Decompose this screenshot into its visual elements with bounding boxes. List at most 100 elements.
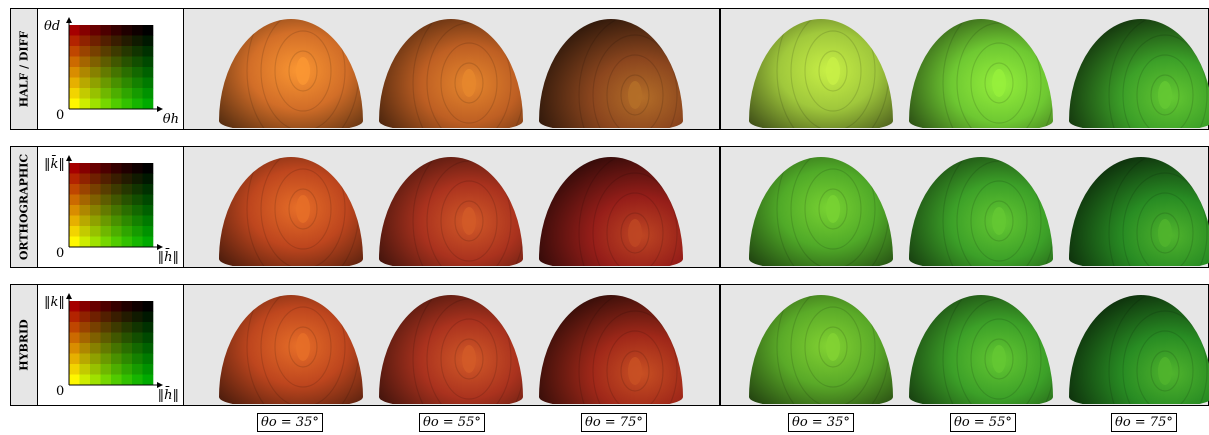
hemisphere-render	[906, 147, 1056, 267]
hemisphere-dome	[909, 157, 1053, 266]
legend-y-axis-label: ‖k‖	[44, 295, 65, 310]
legend-cell	[100, 35, 112, 47]
legend-cell	[90, 56, 101, 68]
legend-cell	[121, 46, 133, 57]
panel-row: HALF / DIFF θd θh 0	[10, 8, 1209, 130]
row-label-text: HALF / DIFF	[17, 30, 31, 108]
axis-arrow-icon	[157, 244, 163, 250]
legend-cell	[79, 374, 91, 386]
legend-cell	[132, 364, 143, 375]
legend-cell	[132, 215, 143, 227]
legend-cell	[90, 226, 101, 237]
legend-cell	[132, 163, 143, 174]
legend-cell	[142, 67, 154, 78]
legend-cell	[111, 353, 122, 365]
legend-cell	[90, 311, 101, 323]
specular-highlight	[992, 207, 1006, 235]
hemisphere-dome	[749, 295, 893, 404]
legend-cell	[132, 236, 143, 248]
legend-cell	[132, 77, 143, 89]
legend-cell	[90, 194, 101, 206]
legend-cell	[79, 236, 91, 248]
legend-cell	[132, 343, 143, 354]
legend-cell	[111, 215, 122, 227]
legend-cell	[69, 236, 80, 248]
legend-cell	[142, 163, 154, 174]
legend-cell	[142, 343, 154, 354]
specular-highlight	[826, 195, 840, 223]
legend-cell	[69, 35, 80, 47]
specular-highlight	[296, 195, 310, 223]
legend-cell	[90, 353, 101, 365]
legend-cell	[79, 67, 91, 78]
panel-row: ORTHOGRAPHIC ‖k̄‖ ‖h̄‖ 0	[10, 146, 1209, 268]
legend-cell	[100, 88, 112, 99]
legend-cell	[132, 322, 143, 333]
legend-cell	[69, 163, 80, 174]
legend-cell	[111, 322, 122, 333]
legend-cell	[79, 332, 91, 344]
hemisphere-render	[1066, 285, 1209, 405]
panel-row: HYBRID ‖k‖ ‖h̄‖ 0	[10, 284, 1209, 406]
legend-cell	[111, 301, 122, 312]
hemisphere-dome	[379, 157, 523, 266]
legend-cell	[142, 322, 154, 333]
specular-highlight	[628, 357, 642, 385]
legend-cell	[79, 194, 91, 206]
legend-cell	[100, 236, 112, 248]
row-label: HYBRID	[11, 285, 38, 405]
legend-cell	[142, 46, 154, 57]
legend-origin-label: 0	[56, 108, 65, 123]
specular-highlight	[1158, 357, 1172, 385]
specular-highlight	[296, 333, 310, 361]
color-legend: θd θh 0	[38, 9, 184, 129]
legend-cell	[111, 374, 122, 386]
legend-cell	[90, 35, 101, 47]
legend-cell	[111, 67, 122, 78]
legend-cell	[132, 301, 143, 312]
legend-cell	[121, 98, 133, 110]
legend-grid	[66, 155, 163, 250]
legend-cell	[90, 46, 101, 57]
legend-cell	[69, 311, 80, 323]
angle-label: θo = 55°	[419, 413, 485, 432]
legend-cell	[121, 236, 133, 248]
hemisphere-dome	[1069, 157, 1209, 266]
legend-cell	[79, 173, 91, 185]
panel-divider	[719, 9, 721, 129]
legend-cell	[121, 364, 133, 375]
legend-axes	[68, 157, 159, 248]
legend-cell	[100, 77, 112, 89]
legend-cell	[90, 322, 101, 333]
legend-cell	[111, 173, 122, 185]
legend-cell	[132, 332, 143, 344]
hemisphere-render	[1066, 147, 1209, 267]
angle-label: θo = 75°	[1111, 413, 1177, 432]
row-label-text: ORTHOGRAPHIC	[17, 153, 31, 261]
specular-highlight	[826, 57, 840, 85]
legend-cell	[121, 173, 133, 185]
legend-cell	[111, 56, 122, 68]
hemisphere-render	[376, 9, 526, 129]
angle-label: θo = 35°	[788, 413, 854, 432]
legend-cell	[142, 98, 154, 110]
legend-cell	[132, 56, 143, 68]
legend-cell	[100, 215, 112, 227]
hemisphere-dome	[379, 295, 523, 404]
legend-cell	[142, 56, 154, 68]
legend-cell	[90, 25, 101, 36]
legend-cell	[132, 353, 143, 365]
legend-cell	[121, 301, 133, 312]
legend-cell	[69, 322, 80, 333]
legend-cell	[90, 374, 101, 386]
legend-cell	[90, 67, 101, 78]
legend-cell	[69, 226, 80, 237]
legend-cell	[132, 194, 143, 206]
specular-highlight	[628, 81, 642, 109]
specular-highlight	[628, 219, 642, 247]
legend-cell	[79, 25, 91, 36]
legend-cell	[79, 35, 91, 47]
hemisphere-dome	[379, 19, 523, 128]
axis-arrow-icon	[157, 382, 163, 388]
legend-cell	[69, 46, 80, 57]
